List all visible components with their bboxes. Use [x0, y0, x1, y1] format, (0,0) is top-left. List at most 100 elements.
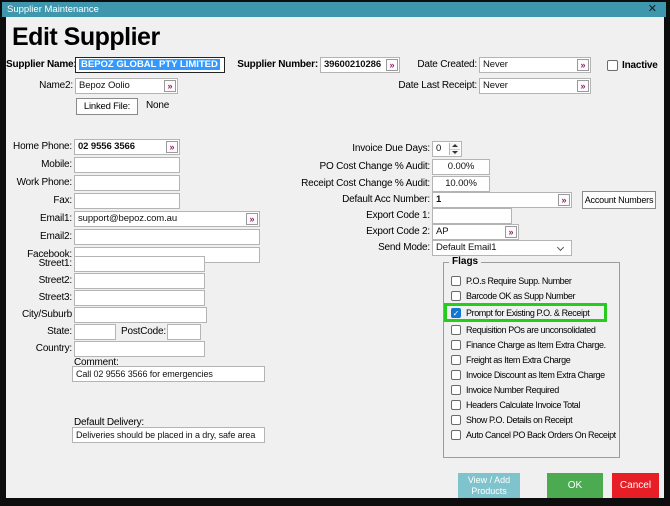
flag-label: Requisition POs are unconsolidated: [466, 324, 596, 335]
po-cost-audit-field[interactable]: 0.00%: [432, 159, 490, 175]
send-mode-label: Send Mode:: [378, 242, 430, 253]
flag-row: Show P.O. Details on Receipt: [451, 412, 615, 427]
fax-label: Fax:: [53, 195, 72, 206]
expand-icon[interactable]: »: [577, 80, 589, 92]
flag-checkbox[interactable]: [451, 275, 461, 286]
invoice-due-days-stepper[interactable]: 0: [432, 141, 462, 157]
home-phone-field[interactable]: 02 9556 3566 »: [74, 139, 180, 155]
street1-field[interactable]: [74, 256, 205, 272]
view-add-products-button[interactable]: View / Add Products: [458, 473, 520, 498]
spinner-arrows-icon[interactable]: [449, 143, 460, 155]
flag-row: Auto Cancel PO Back Orders On Receipt: [451, 427, 616, 442]
flags-list: P.O.s Require Supp. Number Barcode OK as …: [444, 273, 616, 442]
email2-label: Email2:: [40, 231, 72, 242]
state-field[interactable]: [74, 324, 116, 340]
comment-value: Call 02 9556 3566 for emergencies: [76, 369, 213, 379]
date-created-field[interactable]: Never »: [479, 57, 591, 73]
receipt-cost-audit-field[interactable]: 10.00%: [432, 176, 490, 192]
account-numbers-button[interactable]: Account Numbers: [582, 191, 656, 209]
street2-field[interactable]: [74, 273, 205, 289]
flag-label: Prompt for Existing P.O. & Receipt: [466, 307, 590, 318]
email1-label: Email1:: [40, 213, 72, 224]
po-cost-audit-value: 0.00%: [447, 161, 475, 172]
default-acc-number-field[interactable]: 1 »: [432, 192, 572, 208]
default-delivery-label: Default Delivery:: [74, 417, 144, 428]
flag-row: ✓ Prompt for Existing P.O. & Receipt: [444, 303, 607, 322]
flag-row: Barcode OK as Supp Number: [451, 288, 615, 303]
default-acc-number-label: Default Acc Number:: [342, 194, 430, 205]
export-code2-field[interactable]: AP »: [432, 224, 519, 240]
flag-checkbox[interactable]: [451, 414, 461, 425]
flag-checkbox[interactable]: [451, 384, 461, 395]
comment-label: Comment:: [74, 357, 119, 368]
receipt-cost-audit-label: Receipt Cost Change % Audit:: [301, 178, 430, 189]
supplier-number-field[interactable]: 39600210286 »: [320, 57, 400, 73]
supplier-number-value: 39600210286: [324, 59, 382, 70]
expand-icon[interactable]: »: [505, 226, 517, 238]
city-suburb-label: City/Suburb: [21, 309, 72, 320]
inactive-checkbox[interactable]: [607, 60, 618, 71]
flag-checkbox[interactable]: [451, 399, 461, 410]
fax-field[interactable]: [74, 193, 180, 209]
linked-file-button[interactable]: Linked File:: [76, 98, 138, 115]
expand-icon[interactable]: »: [558, 194, 570, 206]
flag-checkbox[interactable]: [451, 369, 461, 380]
flags-group-title: Flags: [449, 256, 482, 267]
expand-icon[interactable]: »: [386, 59, 398, 71]
country-label: Country:: [35, 343, 72, 354]
chevron-down-icon: [556, 243, 565, 252]
send-mode-select[interactable]: Default Email1: [432, 240, 572, 256]
flag-checkbox[interactable]: [451, 429, 461, 440]
date-last-receipt-field[interactable]: Never »: [479, 78, 591, 94]
street3-field[interactable]: [74, 290, 205, 306]
street1-label: Street1:: [38, 258, 73, 269]
ok-button[interactable]: OK: [547, 473, 603, 498]
receipt-cost-audit-value: 10.00%: [445, 178, 477, 189]
flag-row: Requisition POs are unconsolidated: [451, 322, 615, 337]
flag-row: Finance Charge as Item Extra Charge.: [451, 337, 615, 352]
dialog-body: Edit Supplier Supplier Name: BEPOZ GLOBA…: [6, 17, 664, 498]
home-phone-value: 02 9556 3566: [78, 141, 135, 152]
po-cost-audit-label: PO Cost Change % Audit:: [319, 161, 431, 172]
default-delivery-value: Deliveries should be placed in a dry, sa…: [76, 430, 256, 440]
city-suburb-field[interactable]: [74, 307, 207, 323]
inactive-label: Inactive: [622, 60, 658, 71]
linked-file-value: None: [146, 100, 170, 111]
expand-icon[interactable]: »: [577, 59, 589, 71]
close-icon[interactable]: ✕: [647, 3, 657, 15]
window-titlebar[interactable]: Supplier Maintenance ✕: [2, 2, 666, 17]
flag-checkbox[interactable]: [451, 290, 461, 301]
default-delivery-field[interactable]: Deliveries should be placed in a dry, sa…: [72, 427, 265, 443]
flag-checkbox[interactable]: [451, 354, 461, 365]
flags-groupbox: Flags P.O.s Require Supp. Number Barcode …: [443, 256, 620, 458]
expand-icon[interactable]: »: [246, 213, 258, 225]
comment-field[interactable]: Call 02 9556 3566 for emergencies: [72, 366, 265, 382]
postcode-field[interactable]: [167, 324, 201, 340]
work-phone-field[interactable]: [74, 175, 180, 191]
supplier-name-value: BEPOZ GLOBAL PTY LIMITED: [79, 59, 220, 70]
facebook-label: Facebook:: [27, 249, 72, 260]
flag-label: Auto Cancel PO Back Orders On Receipt: [466, 429, 616, 440]
send-mode-value: Default Email1: [436, 242, 497, 253]
flag-row: Headers Calculate Invoice Total: [451, 397, 615, 412]
flag-checkbox[interactable]: ✓: [451, 307, 461, 318]
mobile-field[interactable]: [74, 157, 180, 173]
flag-checkbox[interactable]: [451, 339, 461, 350]
email1-field[interactable]: support@bepoz.com.au »: [74, 211, 260, 227]
expand-icon[interactable]: »: [164, 80, 176, 92]
flag-checkbox[interactable]: [451, 324, 461, 335]
export-code1-field[interactable]: [432, 208, 512, 224]
name2-field[interactable]: Bepoz Oolio »: [75, 78, 178, 94]
home-phone-label: Home Phone:: [13, 141, 72, 152]
email2-field[interactable]: [74, 229, 260, 245]
country-field[interactable]: [74, 341, 205, 357]
flag-label: Headers Calculate Invoice Total: [466, 399, 581, 410]
export-code1-label: Export Code 1:: [366, 210, 430, 221]
expand-icon[interactable]: »: [166, 141, 178, 153]
supplier-name-field[interactable]: BEPOZ GLOBAL PTY LIMITED: [75, 57, 225, 73]
work-phone-label: Work Phone:: [16, 177, 73, 188]
export-code2-value: AP: [436, 226, 449, 237]
date-last-receipt-label: Date Last Receipt:: [398, 80, 477, 91]
cancel-button[interactable]: Cancel: [612, 473, 659, 498]
